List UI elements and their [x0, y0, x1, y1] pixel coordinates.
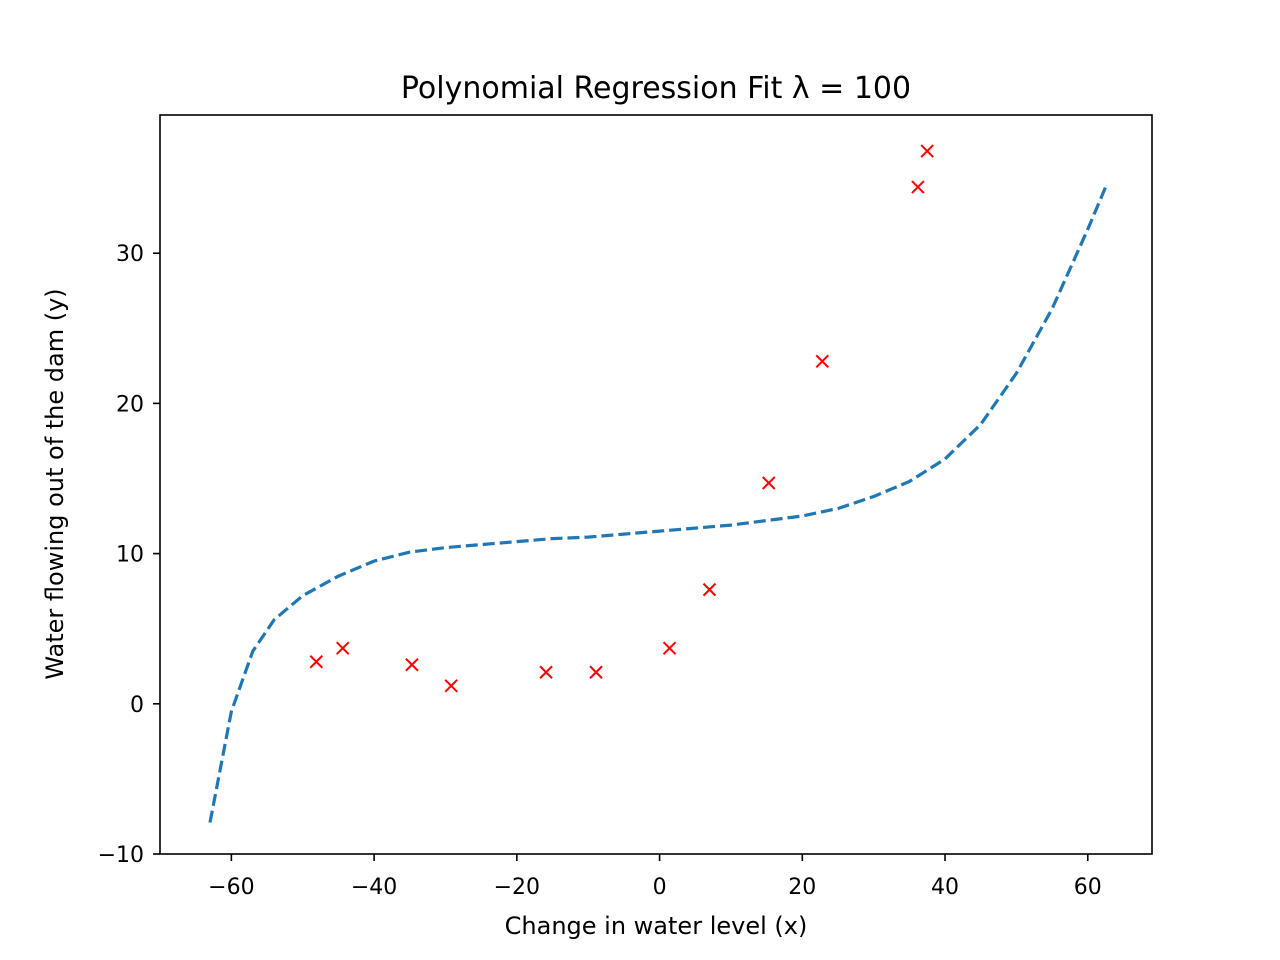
data-point-x-marker — [589, 665, 603, 679]
axes-frame — [159, 114, 1153, 855]
marker-stroke — [335, 641, 350, 655]
y-tick-label: 10 — [116, 543, 144, 568]
marker-stroke — [911, 180, 925, 194]
data-point-x-marker — [539, 665, 553, 679]
marker-stroke — [405, 658, 419, 672]
marker-stroke — [309, 655, 324, 669]
marker-stroke — [762, 476, 776, 490]
y-tick-label: −10 — [98, 843, 144, 868]
x-tick-label: 60 — [1074, 875, 1102, 900]
training-points-series — [309, 144, 934, 693]
marker-stroke — [702, 582, 717, 597]
y-axis-label: Water flowing out of the dam (y) — [41, 288, 69, 679]
data-point-x-marker — [662, 641, 677, 655]
x-tick-label: −40 — [351, 875, 397, 900]
data-point-x-marker — [335, 641, 350, 655]
y-axis-ticks: −10 0 10 20 30 — [98, 242, 160, 868]
data-point-x-marker — [702, 582, 717, 597]
marker-stroke — [920, 144, 934, 158]
marker-stroke — [815, 354, 829, 369]
data-point-x-marker — [911, 180, 925, 194]
plot-area — [159, 114, 1153, 855]
chart-title: Polynomial Regression Fit λ = 100 — [401, 71, 911, 106]
y-tick-label: 20 — [116, 392, 144, 417]
x-axis-ticks: −60 −40 −20 0 20 40 60 — [208, 854, 1102, 900]
marker-stroke — [589, 665, 603, 679]
data-point-x-marker — [920, 144, 934, 158]
y-tick-label: 30 — [116, 242, 144, 267]
x-tick-label: −20 — [494, 875, 540, 900]
data-point-x-marker — [815, 354, 829, 369]
x-tick-label: 0 — [653, 875, 667, 900]
fit-curve-line — [208, 186, 1108, 823]
data-point-x-marker — [309, 655, 324, 669]
data-point-x-marker — [405, 658, 419, 672]
marker-stroke — [539, 665, 553, 679]
fit-line-series — [208, 186, 1108, 823]
x-tick-label: 20 — [788, 875, 816, 900]
data-point-x-marker — [444, 679, 458, 693]
marker-stroke — [444, 679, 458, 693]
x-tick-label: −60 — [208, 875, 254, 900]
marker-stroke — [662, 641, 677, 655]
x-tick-label: 40 — [931, 875, 959, 900]
x-axis-label: Change in water level (x) — [505, 912, 808, 940]
data-point-x-marker — [762, 476, 776, 490]
y-tick-label: 0 — [130, 693, 144, 718]
